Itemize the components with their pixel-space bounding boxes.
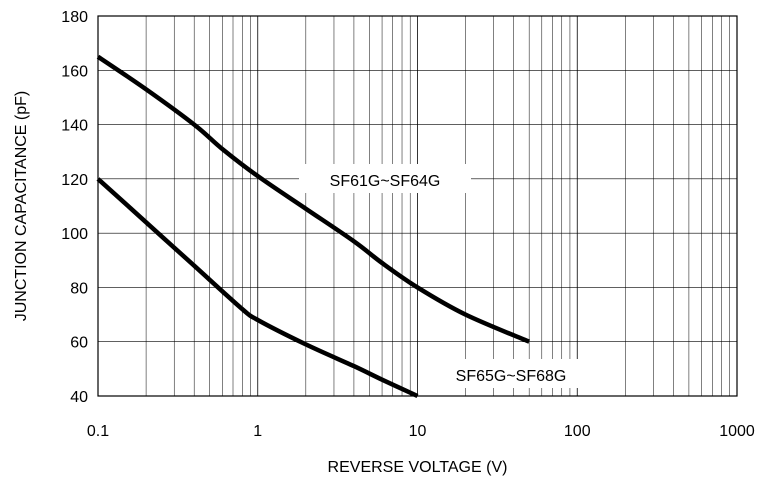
series-label-background: [425, 359, 597, 388]
y-tick-label: 140: [61, 118, 88, 135]
grid-lines: [98, 16, 737, 396]
curves: [96, 54, 531, 399]
y-tick-labels: 40 60 80 100 120 140 160 180: [61, 9, 88, 406]
plot-frame: [97, 15, 738, 397]
y-tick-label: 100: [61, 226, 88, 243]
series-label-2: SF65G~SF68G: [456, 368, 567, 385]
x-tick-label: 1: [253, 423, 262, 440]
y-tick-label: 80: [70, 280, 88, 297]
x-tick-label: 100: [564, 423, 591, 440]
x-tick-label: 10: [409, 423, 427, 440]
y-axis-label: JUNCTION CAPACITANCE (pF): [13, 91, 30, 322]
y-tick-label: 40: [70, 389, 88, 406]
x-tick-label: 1000: [719, 423, 755, 440]
series-curve-2: [96, 177, 419, 399]
x-tick-labels: 0.1 1 10 100 1000: [87, 423, 755, 440]
y-tick-label: 120: [61, 172, 88, 189]
series-labels: SF61G~SF64G SF65G~SF68G: [299, 164, 597, 388]
series-label-background: [299, 164, 471, 193]
y-tick-label: 180: [61, 9, 88, 26]
series-curve-1: [96, 54, 531, 344]
x-axis-label: REVERSE VOLTAGE (V): [328, 459, 508, 476]
y-tick-label: 160: [61, 63, 88, 80]
series-label-1: SF61G~SF64G: [330, 173, 441, 190]
y-tick-label: 60: [70, 335, 88, 352]
x-tick-label: 0.1: [87, 423, 109, 440]
